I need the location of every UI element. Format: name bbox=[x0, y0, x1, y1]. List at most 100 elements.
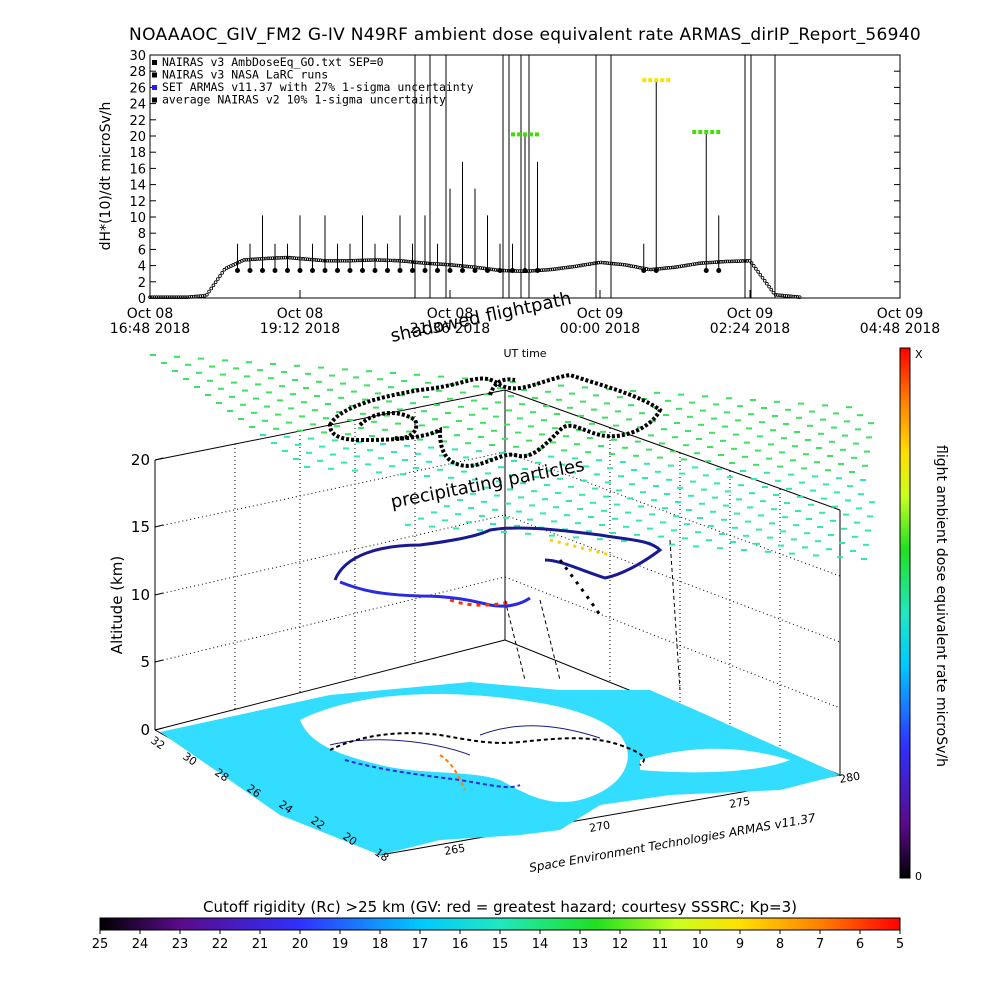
nairas-point bbox=[181, 295, 185, 299]
nairas-point bbox=[351, 258, 356, 263]
nairas-point bbox=[638, 265, 642, 270]
y-tick-label: 2 bbox=[138, 276, 146, 291]
nairas-point bbox=[695, 261, 699, 266]
armas-low-point bbox=[347, 267, 353, 273]
nairas-point bbox=[356, 258, 360, 263]
rigidity-tick-label: 24 bbox=[132, 937, 149, 952]
nairas-point bbox=[200, 294, 205, 298]
nairas-point bbox=[443, 262, 448, 267]
nairas-point bbox=[336, 258, 340, 263]
nairas-point bbox=[703, 261, 708, 265]
nairas-point bbox=[712, 260, 717, 265]
altitude-label: Altitude (km) bbox=[108, 556, 126, 654]
nairas-point bbox=[664, 266, 669, 270]
nairas-point bbox=[222, 267, 227, 272]
nairas-point bbox=[576, 264, 581, 268]
nairas-point bbox=[539, 268, 544, 272]
nairas-point bbox=[441, 262, 445, 267]
nairas-point bbox=[760, 275, 765, 280]
legend-marker bbox=[152, 60, 157, 65]
nairas-point bbox=[745, 259, 749, 263]
nairas-point bbox=[681, 264, 686, 268]
rigidity-tick-label: 22 bbox=[212, 937, 229, 952]
y-tick-label: 8 bbox=[138, 227, 146, 242]
armas-low-point bbox=[335, 267, 340, 273]
nairas-point bbox=[207, 289, 211, 294]
longitude-ticks: 265 270 275 280 bbox=[443, 770, 861, 858]
nairas-point bbox=[380, 258, 384, 262]
nairas-point bbox=[776, 293, 780, 297]
nairas-point bbox=[673, 265, 677, 270]
nairas-point bbox=[340, 258, 345, 263]
event-lines bbox=[414, 55, 776, 298]
nairas-point bbox=[692, 262, 697, 266]
nairas-point bbox=[264, 256, 268, 261]
nairas-point bbox=[480, 266, 485, 270]
y-tick-label: 14 bbox=[129, 179, 146, 194]
legend-label: average NAIRAS v2 10% 1-sigma uncertaint… bbox=[162, 93, 446, 107]
altitude-ticks: 0 5 10 15 20 bbox=[131, 451, 164, 739]
rigidity-tick-label: 6 bbox=[856, 937, 864, 952]
nairas-point bbox=[502, 268, 507, 273]
nairas-point bbox=[288, 255, 292, 260]
legend-marker bbox=[152, 85, 157, 90]
rigidity-tick-label: 23 bbox=[172, 937, 189, 952]
legend-label: NAIRAS v3 NASA LaRC runs bbox=[162, 68, 328, 82]
nairas-point bbox=[559, 266, 564, 270]
nairas-point bbox=[719, 260, 723, 264]
nairas-point bbox=[572, 264, 577, 269]
armas-low-point bbox=[485, 267, 490, 273]
nairas-point bbox=[266, 256, 270, 261]
rigidity-label: Cutoff rigidity (Rc) >25 km (GV: red = g… bbox=[203, 898, 797, 916]
nairas-point bbox=[316, 258, 321, 262]
nairas-point bbox=[369, 258, 373, 262]
nairas-point bbox=[579, 263, 583, 268]
x-tick-date: Oct 08 bbox=[127, 306, 173, 322]
nairas-point bbox=[767, 284, 771, 289]
armas-low-point bbox=[522, 267, 528, 273]
altitude-tick-mark bbox=[154, 727, 164, 731]
rigidity-tick-label: 18 bbox=[372, 937, 389, 952]
armas-low-point bbox=[641, 267, 647, 273]
nairas-point bbox=[657, 266, 662, 271]
nairas-point bbox=[489, 267, 494, 272]
rigidity-tick-label: 15 bbox=[492, 937, 509, 952]
x-tick-time: 21:36 2018 bbox=[410, 321, 490, 337]
nairas-point bbox=[541, 268, 546, 272]
latitude-tick-label: 32 bbox=[148, 734, 167, 753]
armas-low-point bbox=[435, 267, 440, 273]
nairas-point bbox=[366, 258, 371, 262]
x-tick-time: 00:00 2018 bbox=[560, 321, 640, 337]
nairas-point bbox=[544, 268, 548, 272]
nairas-point bbox=[213, 280, 218, 285]
nairas-point bbox=[353, 258, 358, 263]
nairas-point bbox=[710, 260, 714, 265]
nairas-point bbox=[690, 262, 695, 267]
nairas-point bbox=[318, 258, 323, 263]
y-tick-label: 4 bbox=[138, 260, 146, 275]
nairas-point bbox=[310, 257, 314, 262]
altitude-tick-label: 15 bbox=[131, 518, 150, 536]
nairas-point bbox=[789, 294, 793, 299]
nairas-point bbox=[281, 255, 286, 260]
nairas-point bbox=[679, 264, 684, 268]
nairas-point bbox=[769, 287, 774, 292]
nairas-point bbox=[419, 261, 424, 265]
nairas-point bbox=[708, 260, 712, 265]
armas-low-point bbox=[235, 267, 240, 273]
armas-low-point bbox=[497, 267, 503, 273]
nairas-point bbox=[784, 294, 789, 298]
armas-low-point bbox=[247, 267, 253, 273]
nairas-point bbox=[631, 264, 636, 269]
nairas-point bbox=[618, 262, 623, 267]
nairas-point bbox=[163, 295, 168, 299]
nairas-point bbox=[528, 269, 533, 273]
dose-colorbar-top: X bbox=[915, 348, 923, 361]
armas-low-point bbox=[322, 267, 328, 273]
nairas-point bbox=[382, 258, 386, 263]
armas-low-point bbox=[397, 267, 403, 273]
nairas-point bbox=[205, 292, 209, 297]
y-tick-label: 26 bbox=[129, 81, 146, 96]
nairas-point bbox=[504, 268, 509, 273]
nairas-point bbox=[307, 257, 312, 262]
